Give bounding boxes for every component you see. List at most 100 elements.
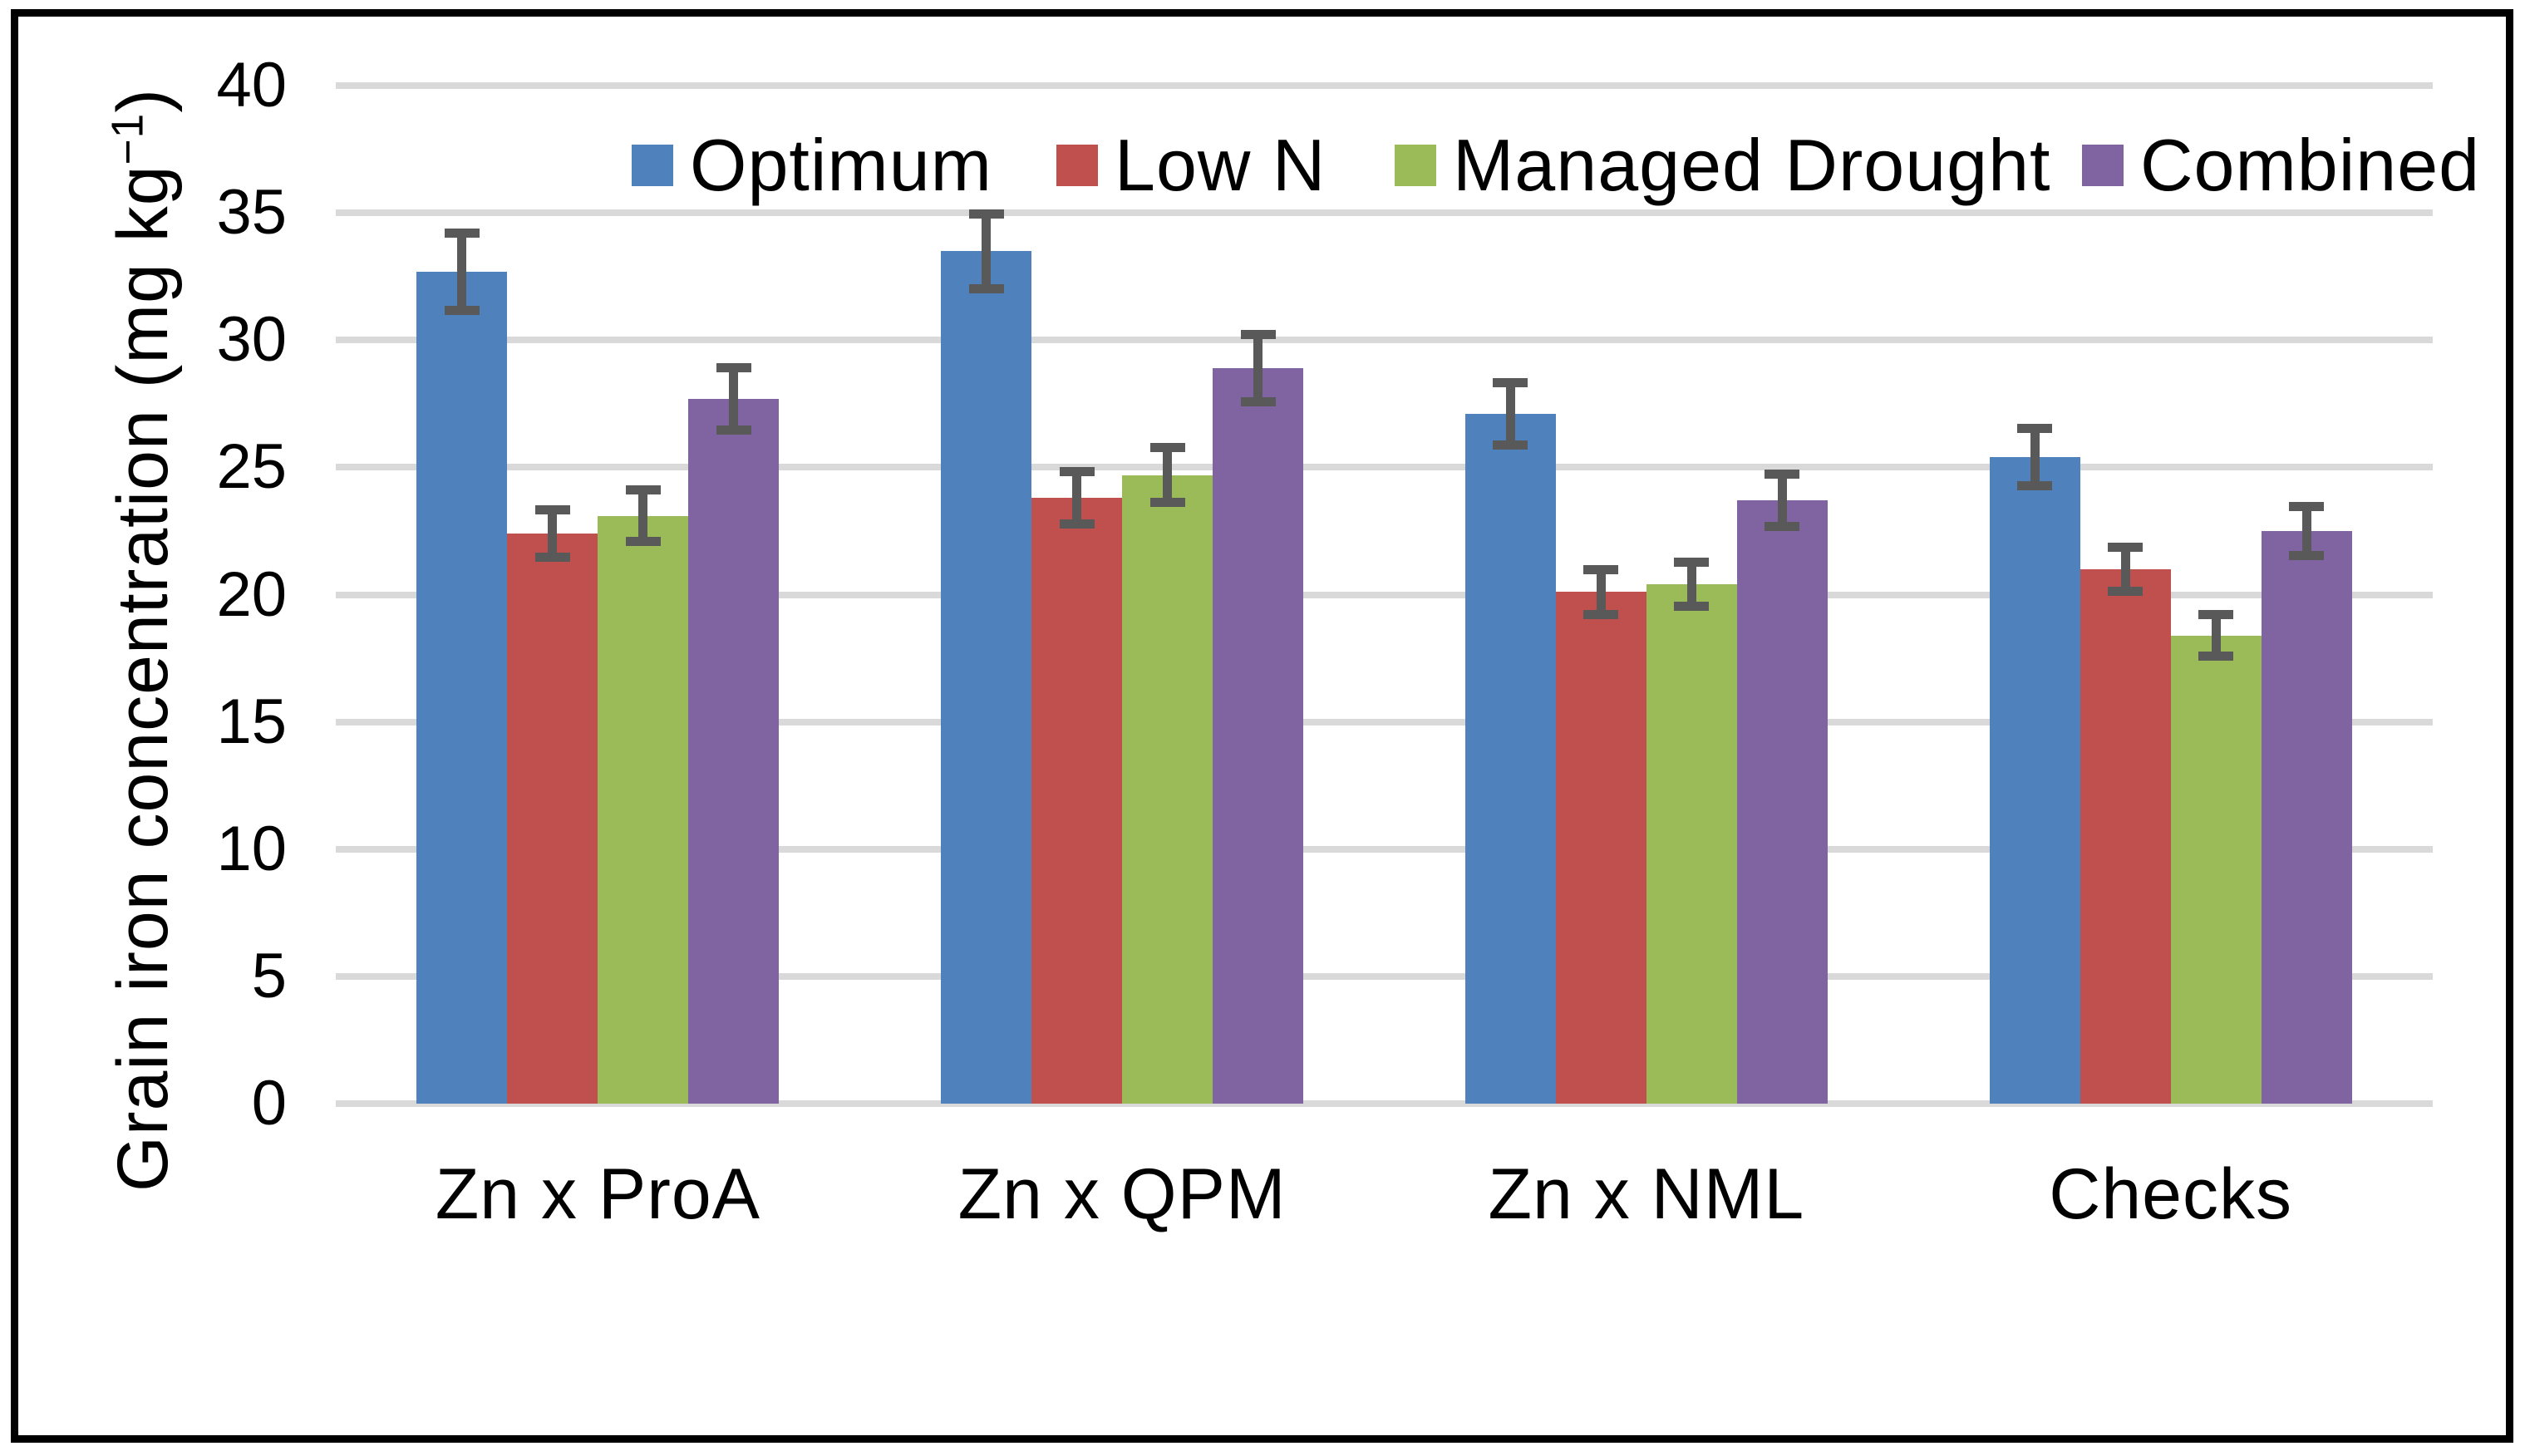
bar-combined-checks [2261, 530, 2352, 1104]
error-bar [444, 305, 480, 315]
error-bar [1059, 467, 1095, 477]
y-tick-label: 5 [251, 940, 287, 1011]
error-bar [1149, 497, 1185, 507]
error-bar [2030, 424, 2040, 490]
bar-combined-zn-x-proa [688, 398, 780, 1104]
bar-low-n-zn-x-proa [507, 534, 598, 1104]
legend-item-low-n: Low N [1056, 124, 1326, 206]
bar-managed-drought-checks [2170, 635, 2262, 1104]
error-bar [716, 362, 751, 372]
error-bar [1240, 396, 1276, 406]
error-bar [2289, 501, 2325, 511]
error-bar [1072, 467, 1082, 529]
error-bar [1493, 440, 1528, 450]
bar-combined-zn-x-qpm [1213, 367, 1304, 1104]
x-axis-label-zn-x-proa: Zn x ProA [435, 1154, 761, 1234]
error-bar [968, 283, 1004, 293]
bar-low-n-zn-x-qpm [1031, 498, 1123, 1104]
error-bar [982, 209, 992, 293]
error-bar [2301, 501, 2311, 561]
error-bar [548, 505, 558, 562]
error-bar [1163, 443, 1173, 507]
error-bar [2108, 542, 2144, 552]
error-bar [2017, 424, 2053, 434]
error-bar [2017, 480, 2053, 490]
error-bar [625, 537, 661, 547]
gridline [336, 82, 2433, 89]
y-tick-label: 30 [216, 304, 287, 376]
legend-swatch-combined [2082, 145, 2124, 186]
gridline [336, 845, 2433, 853]
error-bar [1765, 470, 1800, 480]
bar-managed-drought-zn-x-proa [598, 515, 689, 1104]
gridline [336, 972, 2433, 980]
y-tick-label: 20 [216, 558, 287, 630]
error-bar [2120, 542, 2130, 597]
gridline [336, 464, 2433, 471]
error-bar [716, 425, 751, 435]
gridline [336, 718, 2433, 726]
y-axis-title: Grain iron concentration (mg kg−1) [89, 83, 197, 1197]
error-bar [1149, 443, 1185, 453]
x-axis-label-zn-x-qpm: Zn x QPM [957, 1154, 1287, 1234]
error-bar [444, 228, 480, 238]
bar-low-n-checks [2080, 568, 2171, 1104]
error-bar [1240, 330, 1276, 339]
bar-optimum-zn-x-nml [1464, 414, 1556, 1104]
error-bar [457, 228, 467, 315]
error-bar [1596, 565, 1606, 619]
error-bar [2289, 551, 2325, 561]
error-bar [729, 362, 739, 435]
error-bar [1583, 609, 1619, 619]
gridline [336, 337, 2433, 344]
error-bar [1059, 519, 1095, 529]
x-axis-label-checks: Checks [2049, 1154, 2292, 1234]
error-bar [1583, 565, 1619, 575]
y-tick-label: 15 [216, 686, 287, 757]
bar-managed-drought-zn-x-qpm [1122, 475, 1213, 1104]
error-bar [968, 209, 1004, 219]
legend-item-optimum: Optimum [632, 124, 992, 206]
legend-swatch-optimum [632, 145, 673, 186]
y-tick-label: 40 [216, 50, 287, 121]
legend-label-optimum: Optimum [690, 124, 992, 206]
y-axis-title-close: ) [103, 88, 183, 113]
x-axis-label-zn-x-nml: Zn x NML [1488, 1154, 1805, 1234]
bar-optimum-zn-x-qpm [941, 251, 1032, 1104]
gridline [336, 209, 2433, 217]
error-bar [1777, 470, 1787, 531]
bar-managed-drought-zn-x-nml [1646, 584, 1737, 1104]
legend-swatch-managed-drought [1395, 145, 1436, 186]
error-bar [2108, 587, 2144, 597]
error-bar [2198, 652, 2234, 662]
error-bar [534, 505, 570, 515]
error-bar [1765, 521, 1800, 531]
legend-swatch-low-n [1056, 145, 1098, 186]
legend-item-managed-drought: Managed Drought [1395, 124, 2051, 206]
error-bar [1493, 378, 1528, 388]
y-tick-label: 10 [216, 813, 287, 884]
error-bar [1253, 330, 1263, 406]
legend-label-managed-drought: Managed Drought [1453, 124, 2051, 206]
gridline [336, 1100, 2433, 1107]
y-tick-label: 0 [251, 1068, 287, 1139]
y-axis-title-text: Grain iron concentration (mg kg [103, 165, 183, 1192]
y-axis-title-superscript: −1 [103, 112, 153, 165]
error-bar [534, 552, 570, 562]
error-bar [1674, 602, 1710, 612]
legend-label-low-n: Low N [1115, 124, 1326, 206]
error-bar [625, 485, 661, 494]
legend-label-combined: Combined [2140, 124, 2481, 206]
bar-combined-zn-x-nml [1736, 500, 1828, 1104]
y-tick-label: 35 [216, 177, 287, 248]
bar-low-n-zn-x-nml [1555, 592, 1646, 1104]
error-bar [2198, 609, 2234, 619]
gridline [336, 591, 2433, 598]
legend-item-combined: Combined [2082, 124, 2481, 206]
bar-optimum-zn-x-proa [416, 271, 508, 1104]
bar-optimum-checks [1989, 457, 2080, 1104]
error-bar [1686, 558, 1696, 612]
error-bar [1674, 558, 1710, 568]
error-bar [1505, 378, 1515, 450]
